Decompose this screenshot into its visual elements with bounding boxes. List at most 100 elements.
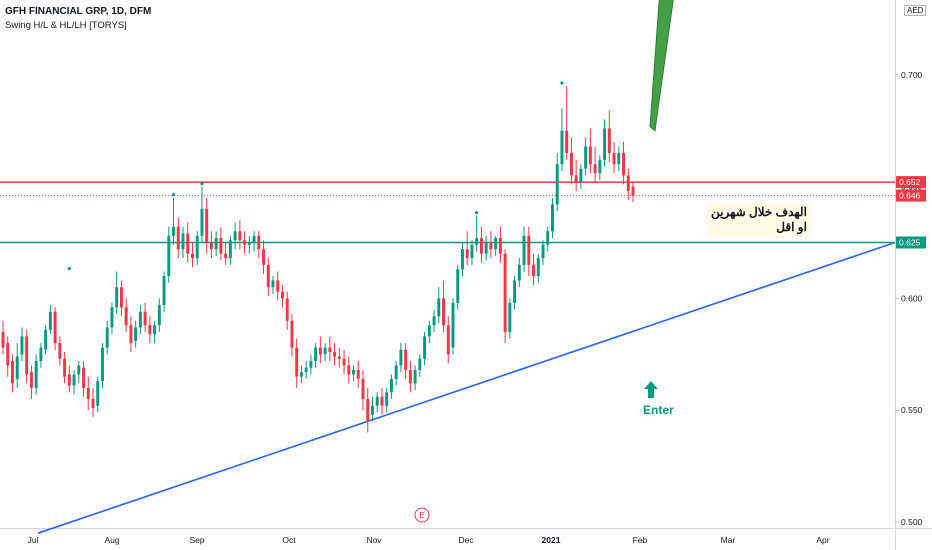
target-note: الهدف خلال شهرين او اقل xyxy=(707,203,811,237)
candle-body xyxy=(442,298,445,326)
candle-body xyxy=(1,331,5,348)
candle-body xyxy=(247,242,251,245)
candle-body xyxy=(522,235,526,265)
candle-body xyxy=(565,130,569,154)
candle-body xyxy=(356,369,360,379)
candle-body xyxy=(129,325,133,344)
price-label-text: 0.646 xyxy=(899,191,921,201)
candle-body xyxy=(281,291,284,299)
candle-body xyxy=(44,329,48,350)
x-tick-label: Dec xyxy=(458,535,474,545)
candle-body xyxy=(15,356,19,379)
candle-body xyxy=(527,235,531,265)
candle-body xyxy=(494,238,498,250)
candle-body xyxy=(607,128,611,154)
candle-body xyxy=(385,392,389,406)
candle-body xyxy=(39,347,43,362)
candle-body xyxy=(101,347,104,382)
candle-body xyxy=(593,164,597,174)
candle-body xyxy=(115,287,119,308)
candle-body xyxy=(257,235,261,250)
candle-body xyxy=(238,231,242,241)
candle-body xyxy=(631,186,635,196)
candle-body xyxy=(285,298,289,321)
candle-body xyxy=(82,367,85,388)
candle-body xyxy=(536,258,540,277)
x-tick-label: Nov xyxy=(366,535,382,545)
candle-body xyxy=(124,307,128,326)
candle-body xyxy=(290,320,294,348)
candle-body xyxy=(299,372,303,377)
candle-body xyxy=(456,269,460,303)
swing-high-marker xyxy=(200,182,204,186)
swing-high-marker xyxy=(560,81,564,85)
candle-body xyxy=(20,336,24,355)
symbol-title: GFH FINANCIAL GRP, 1D, DFM xyxy=(5,6,152,17)
candle-body xyxy=(342,358,346,366)
y-tick-label: 0.700 xyxy=(901,70,923,80)
candle-body xyxy=(598,159,602,174)
candle-body xyxy=(352,369,355,375)
y-tick-label: 0.600 xyxy=(901,293,923,303)
candle-body xyxy=(323,347,327,355)
candle-body xyxy=(67,374,71,386)
candle-body xyxy=(271,280,275,288)
candle-body xyxy=(612,153,616,165)
candle-body xyxy=(579,168,583,183)
candle-body xyxy=(574,175,578,183)
candle-body xyxy=(328,347,332,353)
candle-body xyxy=(446,325,450,355)
candle-body xyxy=(96,381,100,406)
candle-body xyxy=(394,365,398,379)
target-note-line-1: الهدف خلال شهرين xyxy=(711,205,807,219)
price-label-box xyxy=(896,176,926,189)
candle-body xyxy=(361,378,365,400)
price-axis-panel[interactable] xyxy=(895,0,932,550)
candle-body xyxy=(318,347,322,355)
candle-body xyxy=(6,343,10,366)
target-arrow[interactable] xyxy=(649,0,724,132)
candle-body xyxy=(86,387,90,400)
candle-body xyxy=(560,130,564,165)
candle-body xyxy=(617,153,621,165)
earnings-marker-icon[interactable] xyxy=(414,507,430,523)
candle-body xyxy=(72,374,76,386)
candle-body xyxy=(432,316,436,326)
candle-body xyxy=(233,231,237,241)
swing-high-marker xyxy=(171,193,176,197)
candle-body xyxy=(157,305,161,326)
candle-body xyxy=(295,347,299,377)
candle-body xyxy=(404,349,408,370)
candle-body xyxy=(266,264,270,288)
x-tick-label: 2021 xyxy=(542,535,561,545)
candle-body xyxy=(498,238,502,254)
candle-body xyxy=(162,276,166,306)
enter-label: Enter xyxy=(643,403,674,417)
candle-body xyxy=(569,153,573,176)
candle-body xyxy=(314,347,318,362)
candle-body xyxy=(366,399,370,422)
earnings-marker-label: E xyxy=(419,511,424,520)
candle-body xyxy=(25,336,29,375)
candle-body xyxy=(34,361,38,388)
x-tick-label: Feb xyxy=(633,535,648,545)
candle-body xyxy=(437,298,441,317)
ascending-trendline[interactable] xyxy=(37,241,896,534)
chart-legend: GFH FINANCIAL GRP, 1D, DFM Swing H/L & H… xyxy=(5,5,151,33)
candle-body xyxy=(119,287,123,308)
currency-badge[interactable]: AED xyxy=(904,5,927,16)
candle-body xyxy=(304,367,308,373)
candle-body xyxy=(276,280,280,292)
candle-body xyxy=(333,352,337,357)
enter-arrow-icon[interactable] xyxy=(644,381,658,398)
candle-body xyxy=(584,146,588,169)
price-label-box xyxy=(896,189,926,202)
candle-body xyxy=(219,238,223,254)
candle-body xyxy=(262,249,265,265)
candle-body xyxy=(371,405,374,415)
candle-body xyxy=(489,242,493,250)
x-tick-label: Apr xyxy=(816,535,829,545)
candle-body xyxy=(148,325,152,335)
candle-body xyxy=(423,336,427,359)
